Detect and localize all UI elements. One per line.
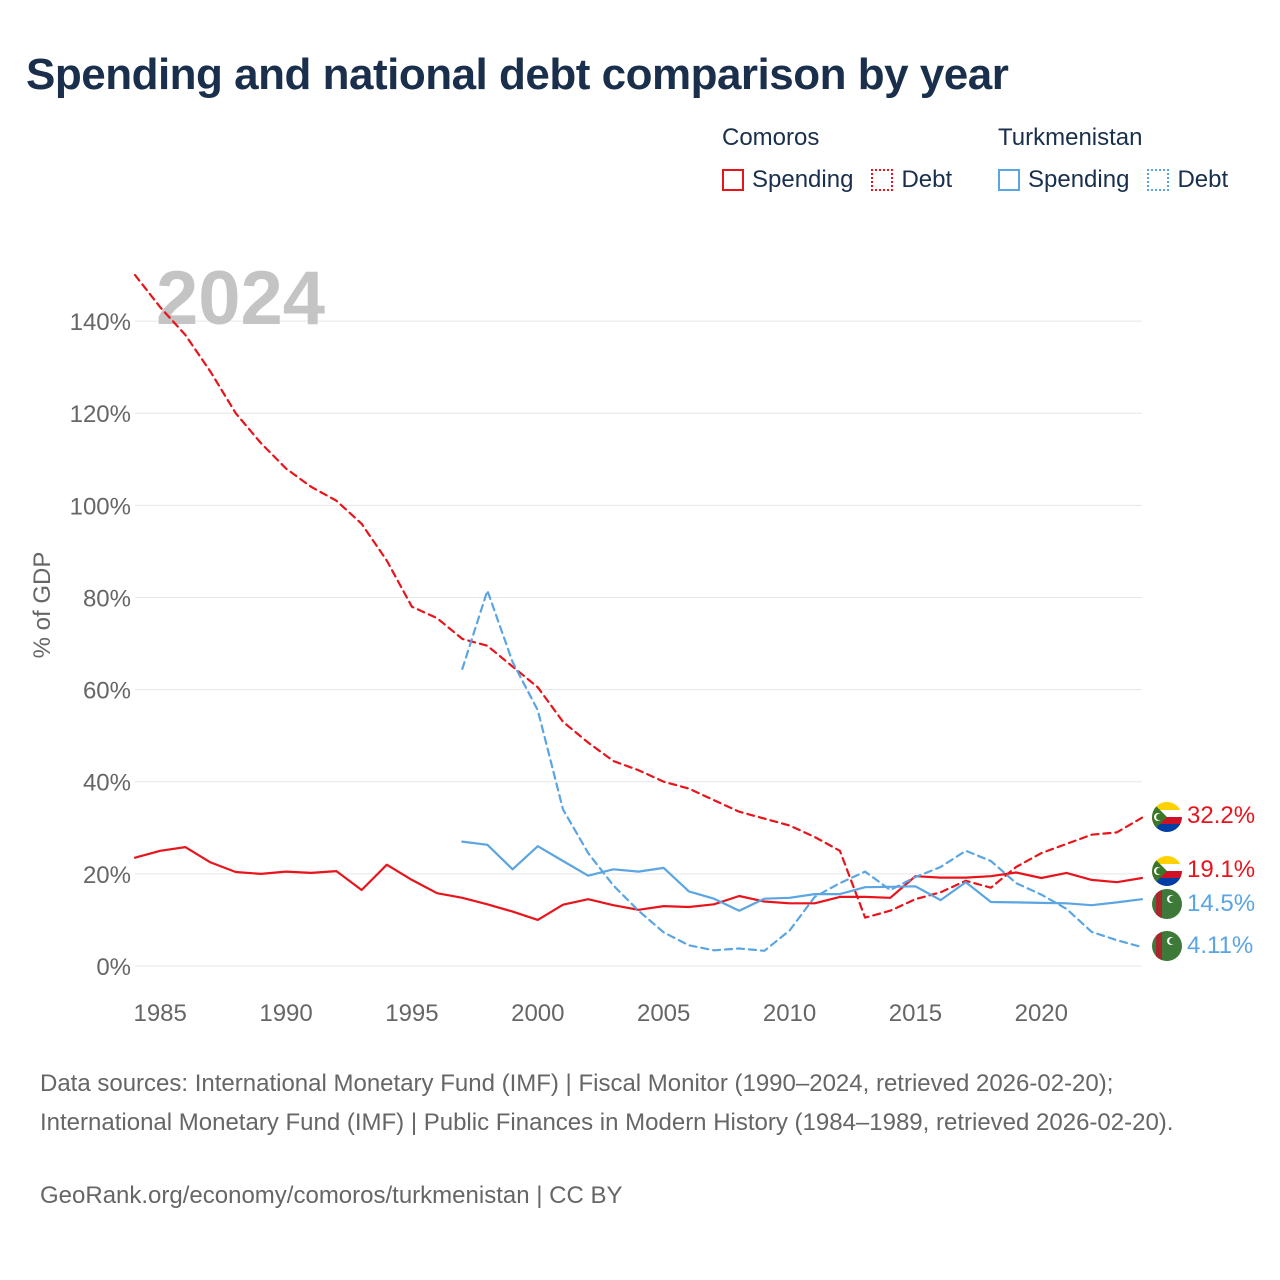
gridlines [135, 320, 1142, 967]
x-tick-label: 1995 [385, 1000, 438, 1027]
chart-area: 2024 0% 20% 40% 60% 80% 100% 120% 140% 1985 1990… [29, 256, 1255, 1027]
series-line-turkmenistan-spending[interactable] [461, 840, 1144, 912]
flag-turkmenistan-icon [1152, 889, 1182, 919]
y-axis-ticks: 0% 20% 40% 60% 80% 100% 120% 140% [70, 309, 131, 981]
y-tick-label: 60% [83, 678, 131, 705]
x-tick-label: 2015 [889, 1000, 942, 1027]
legend-group-name: Turkmenistan [998, 124, 1143, 151]
y-tick-label: 140% [70, 309, 131, 336]
y-tick-label: 0% [96, 954, 131, 981]
legend-group-comoros: Comoros Spending Debt [722, 124, 970, 194]
legend-swatch-solid [998, 169, 1020, 191]
legend-turkmenistan-debt[interactable]: Debt [1147, 166, 1228, 194]
legend-group-name: Comoros [722, 124, 820, 151]
y-tick-label: 80% [83, 585, 131, 612]
end-label-comoros-debt: 32.2% [1187, 802, 1255, 829]
y-tick-label: 100% [70, 493, 131, 520]
legend-label: Spending [752, 166, 854, 193]
x-tick-label: 1990 [259, 1000, 312, 1027]
legend-label: Spending [1028, 166, 1130, 193]
y-axis-label: % of GDP [29, 552, 56, 659]
legend-swatch-solid [722, 169, 744, 191]
year-watermark: 2024 [156, 256, 325, 341]
legend-group-turkmenistan: Turkmenistan Spending Debt [998, 124, 1246, 194]
x-tick-label: 2005 [637, 1000, 690, 1027]
series-lines [133, 273, 1144, 952]
legend-turkmenistan-spending[interactable]: Spending [998, 166, 1129, 194]
chart-title: Spending and national debt comparison by… [26, 50, 1009, 99]
legend-swatch-dotted [1147, 169, 1170, 191]
legend-label: Debt [901, 166, 953, 193]
x-axis-ticks: 1985 1990 1995 2000 2005 2010 2015 2020 [133, 1000, 1068, 1027]
legend-comoros-debt[interactable]: Debt [871, 166, 952, 194]
end-labels: 32.2% 19.1% 14.5% 4.11% [1152, 802, 1255, 961]
y-tick-label: 120% [70, 401, 131, 428]
legend-label: Debt [1177, 166, 1229, 193]
y-tick-label: 20% [83, 862, 131, 889]
series-line-comoros-debt[interactable] [133, 273, 1144, 919]
legend-comoros-spending[interactable]: Spending [722, 166, 853, 194]
flag-turkmenistan-icon [1152, 931, 1182, 961]
series-line-turkmenistan-debt[interactable] [461, 589, 1144, 952]
end-label-comoros-spending: 19.1% [1187, 856, 1255, 883]
legend-swatch-dotted [871, 169, 894, 191]
end-label-turkmenistan-spending: 14.5% [1187, 890, 1255, 917]
credit-link[interactable]: GeoRank.org/economy/comoros/turkmenistan… [40, 1182, 623, 1209]
series-line-comoros-spending[interactable] [133, 845, 1144, 922]
x-tick-label: 1985 [133, 1000, 186, 1027]
y-tick-label: 40% [83, 770, 131, 797]
flag-comoros-icon [1152, 802, 1182, 832]
x-tick-label: 2000 [511, 1000, 564, 1027]
x-tick-label: 2010 [763, 1000, 816, 1027]
flag-comoros-icon [1152, 856, 1182, 886]
end-label-turkmenistan-debt: 4.11% [1187, 932, 1253, 959]
x-tick-label: 2020 [1015, 1000, 1068, 1027]
data-sources: Data sources: International Monetary Fun… [40, 1070, 1174, 1136]
